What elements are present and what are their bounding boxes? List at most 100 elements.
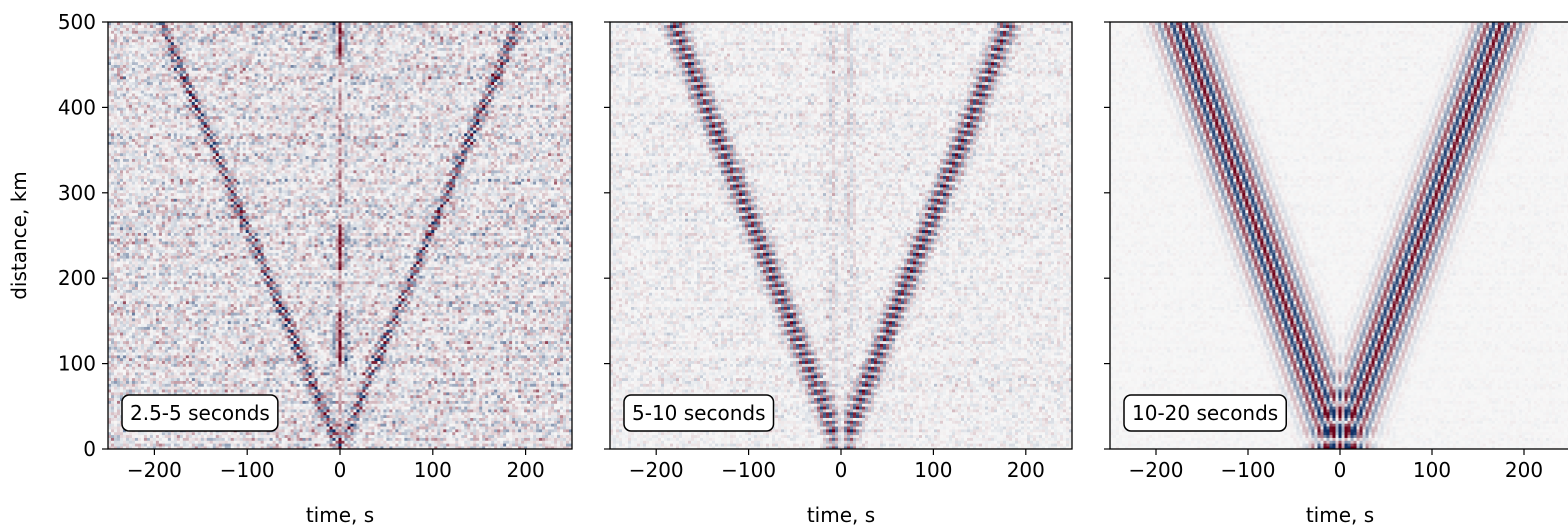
trace-cell — [548, 381, 551, 384]
trace-cell — [437, 361, 440, 364]
trace-cell — [500, 384, 503, 387]
trace-cell — [356, 409, 359, 412]
trace-cell — [252, 364, 255, 367]
trace-cell — [425, 386, 428, 389]
trace-cell — [374, 409, 377, 412]
trace-cell — [530, 403, 533, 406]
trace-cell — [401, 381, 404, 384]
trace-cell — [566, 398, 569, 401]
trace-cell — [201, 364, 204, 367]
trace-cell — [150, 364, 153, 367]
trace-cell — [356, 389, 359, 392]
trace-cell — [279, 361, 282, 364]
trace-cell — [404, 429, 407, 432]
trace-cell — [479, 443, 482, 446]
trace-cell — [452, 389, 455, 392]
trace-cell — [120, 378, 123, 381]
trace-cell — [515, 386, 518, 389]
trace-cell — [395, 375, 398, 378]
trace-cell — [521, 381, 524, 384]
trace-cell — [482, 438, 485, 441]
trace-cell — [341, 435, 344, 438]
trace-cell — [545, 384, 548, 387]
trace-cell — [228, 435, 231, 438]
trace-cell — [539, 415, 542, 418]
trace-cell — [321, 389, 324, 392]
trace-cell — [159, 364, 162, 367]
trace-cell — [324, 432, 327, 435]
trace-cell — [285, 366, 288, 369]
trace-cell — [464, 381, 467, 384]
trace-cell — [461, 366, 464, 369]
trace-cell — [473, 432, 476, 435]
trace-cell — [482, 426, 485, 429]
trace-cell — [434, 361, 437, 364]
trace-cell — [306, 403, 309, 406]
trace-cell — [249, 378, 252, 381]
trace-cell — [365, 384, 368, 387]
trace-cell — [374, 423, 377, 426]
trace-cell — [303, 381, 306, 384]
trace-cell — [240, 438, 243, 441]
trace-cell — [395, 403, 398, 406]
trace-cell — [306, 381, 309, 384]
trace-cell — [551, 415, 554, 418]
trace-cell — [294, 409, 297, 412]
trace-cell — [479, 372, 482, 375]
trace-cell — [449, 418, 452, 421]
trace-cell — [410, 372, 413, 375]
trace-cell — [407, 369, 410, 372]
trace-cell — [234, 440, 237, 443]
trace-cell — [183, 443, 186, 446]
trace-cell — [270, 358, 273, 361]
trace-cell — [554, 432, 557, 435]
trace-cell — [249, 358, 252, 361]
trace-cell — [237, 389, 240, 392]
trace-cell — [231, 438, 234, 441]
trace-cell — [312, 403, 315, 406]
trace-cell — [216, 443, 219, 446]
trace-cell — [315, 401, 318, 404]
trace-cell — [554, 440, 557, 443]
trace-cell — [410, 375, 413, 378]
trace-cell — [533, 426, 536, 429]
trace-cell — [162, 375, 165, 378]
trace-cell — [539, 429, 542, 432]
trace-cell — [279, 432, 282, 435]
trace-cell — [282, 415, 285, 418]
trace-cell — [129, 366, 132, 369]
trace-cell — [545, 389, 548, 392]
trace-cell — [228, 440, 231, 443]
trace-cell — [150, 435, 153, 438]
trace-cell — [126, 386, 129, 389]
trace-cell — [288, 412, 291, 415]
trace-cell — [398, 386, 401, 389]
trace-cell — [183, 384, 186, 387]
trace-cell — [542, 421, 545, 424]
trace-cell — [374, 361, 377, 364]
trace-cell — [243, 369, 246, 372]
trace-cell — [497, 409, 500, 412]
trace-cell — [216, 378, 219, 381]
trace-cell — [231, 384, 234, 387]
trace-cell — [527, 426, 530, 429]
trace-cell — [336, 435, 339, 438]
trace-cell — [521, 421, 524, 424]
trace-cell — [303, 361, 306, 364]
trace-cell — [416, 358, 419, 361]
trace-cell — [279, 426, 282, 429]
trace-cell — [365, 369, 368, 372]
trace-cell — [461, 401, 464, 404]
trace-cell — [437, 406, 440, 409]
trace-cell — [494, 429, 497, 432]
trace-cell — [159, 378, 162, 381]
trace-cell — [315, 384, 318, 387]
trace-cell — [413, 426, 416, 429]
trace-cell — [455, 421, 458, 424]
trace-cell — [231, 375, 234, 378]
trace-cell — [398, 429, 401, 432]
trace-cell — [401, 364, 404, 367]
trace-cell — [560, 364, 563, 367]
trace-cell — [455, 426, 458, 429]
trace-cell — [509, 421, 512, 424]
